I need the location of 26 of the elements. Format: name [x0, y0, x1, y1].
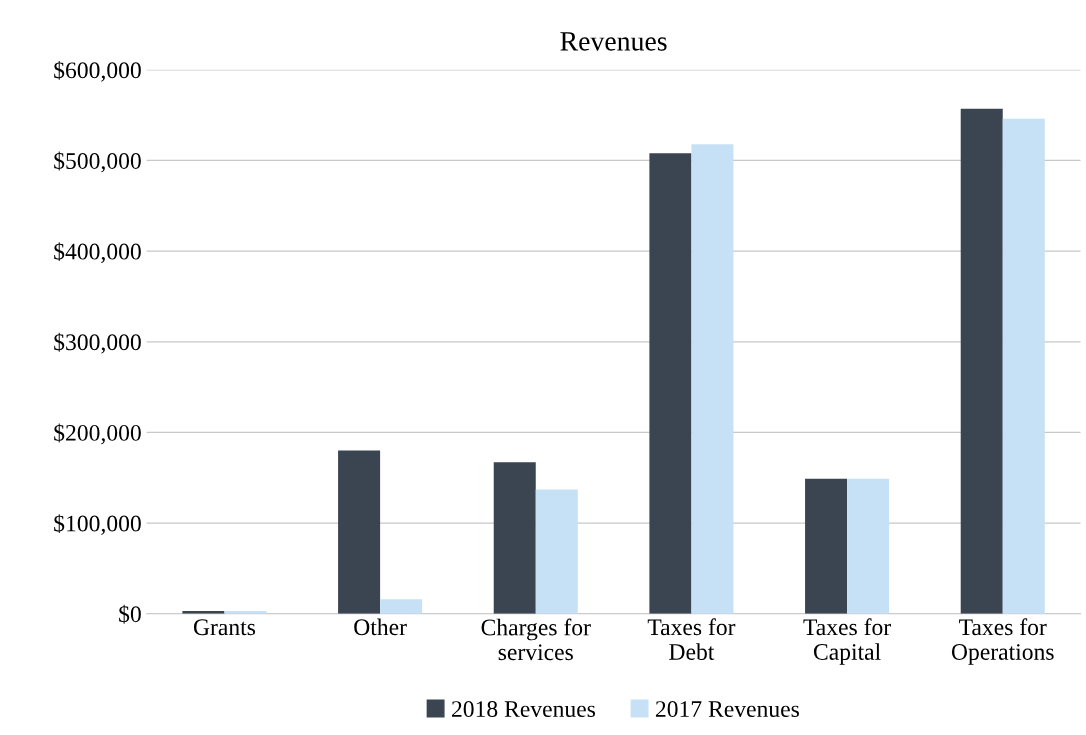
bar — [847, 478, 890, 614]
x-tick-label: Other — [354, 618, 407, 636]
x-tick-label: Taxes for Capital — [803, 618, 891, 665]
x-tick-label: Charges for services — [481, 618, 591, 661]
bar — [338, 450, 381, 614]
y-tick-label: $600,000 — [54, 60, 141, 82]
y-tick-label: $400,000 — [54, 242, 141, 263]
bar — [535, 489, 578, 614]
y-tick-label: $200,000 — [54, 423, 141, 445]
x-tick-label: Grants — [193, 619, 256, 636]
bar — [960, 108, 1003, 614]
bar — [380, 599, 423, 614]
y-tick-label: $100,000 — [54, 514, 141, 535]
bar — [805, 478, 848, 614]
bar — [493, 462, 536, 614]
legend-label: 2017 Revenues — [655, 701, 799, 717]
chart-title: Revenues — [560, 32, 667, 51]
y-tick-label: $300,000 — [54, 332, 141, 354]
legend-label: 2018 Revenues — [451, 701, 596, 717]
bar — [649, 153, 692, 614]
bar — [1002, 118, 1045, 614]
y-tick-label: $500,000 — [54, 151, 141, 173]
y-tick-label: $0 — [119, 604, 141, 624]
x-tick-label: Taxes for Debt — [647, 618, 736, 660]
x-tick-label: Taxes for Operations — [951, 618, 1054, 665]
bar — [691, 144, 734, 614]
